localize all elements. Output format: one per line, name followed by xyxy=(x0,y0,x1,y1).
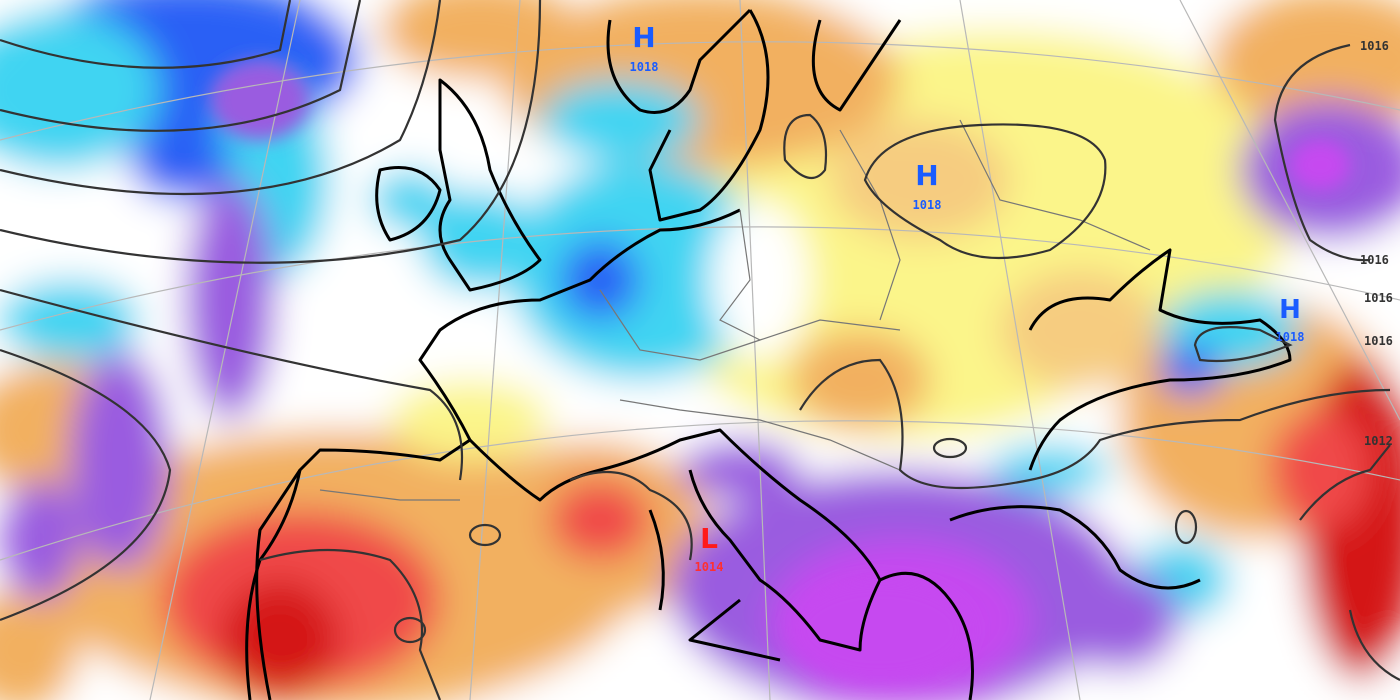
low-symbol: L xyxy=(700,522,718,555)
low-tyrrhenian: L 1014 xyxy=(695,522,724,574)
pressure-value: 1018 xyxy=(913,198,942,212)
isobar-label: 1016 xyxy=(1360,39,1389,53)
isobar-label: 1016 xyxy=(1364,291,1393,305)
pressure-value: 1014 xyxy=(695,560,724,574)
high-symbol: H xyxy=(915,159,938,192)
high-poland: H 1018 xyxy=(913,159,942,212)
country-borders xyxy=(319,119,1151,501)
high-norway: H 1018 xyxy=(630,21,659,74)
edge-isobar-labels: 1016 1016 1016 1016 1012 xyxy=(1360,39,1393,448)
pressure-value: 1018 xyxy=(630,60,659,74)
high-black-sea: H 1018 xyxy=(1276,295,1305,344)
isobar-label: 1012 xyxy=(1364,434,1393,448)
high-symbol: H xyxy=(632,21,655,54)
coastlines xyxy=(245,8,1292,700)
isobar-label: 1016 xyxy=(1360,253,1389,267)
isobar-label: 1016 xyxy=(1364,334,1393,348)
high-symbol: H xyxy=(1279,295,1301,325)
pressure-value: 1018 xyxy=(1276,330,1305,344)
